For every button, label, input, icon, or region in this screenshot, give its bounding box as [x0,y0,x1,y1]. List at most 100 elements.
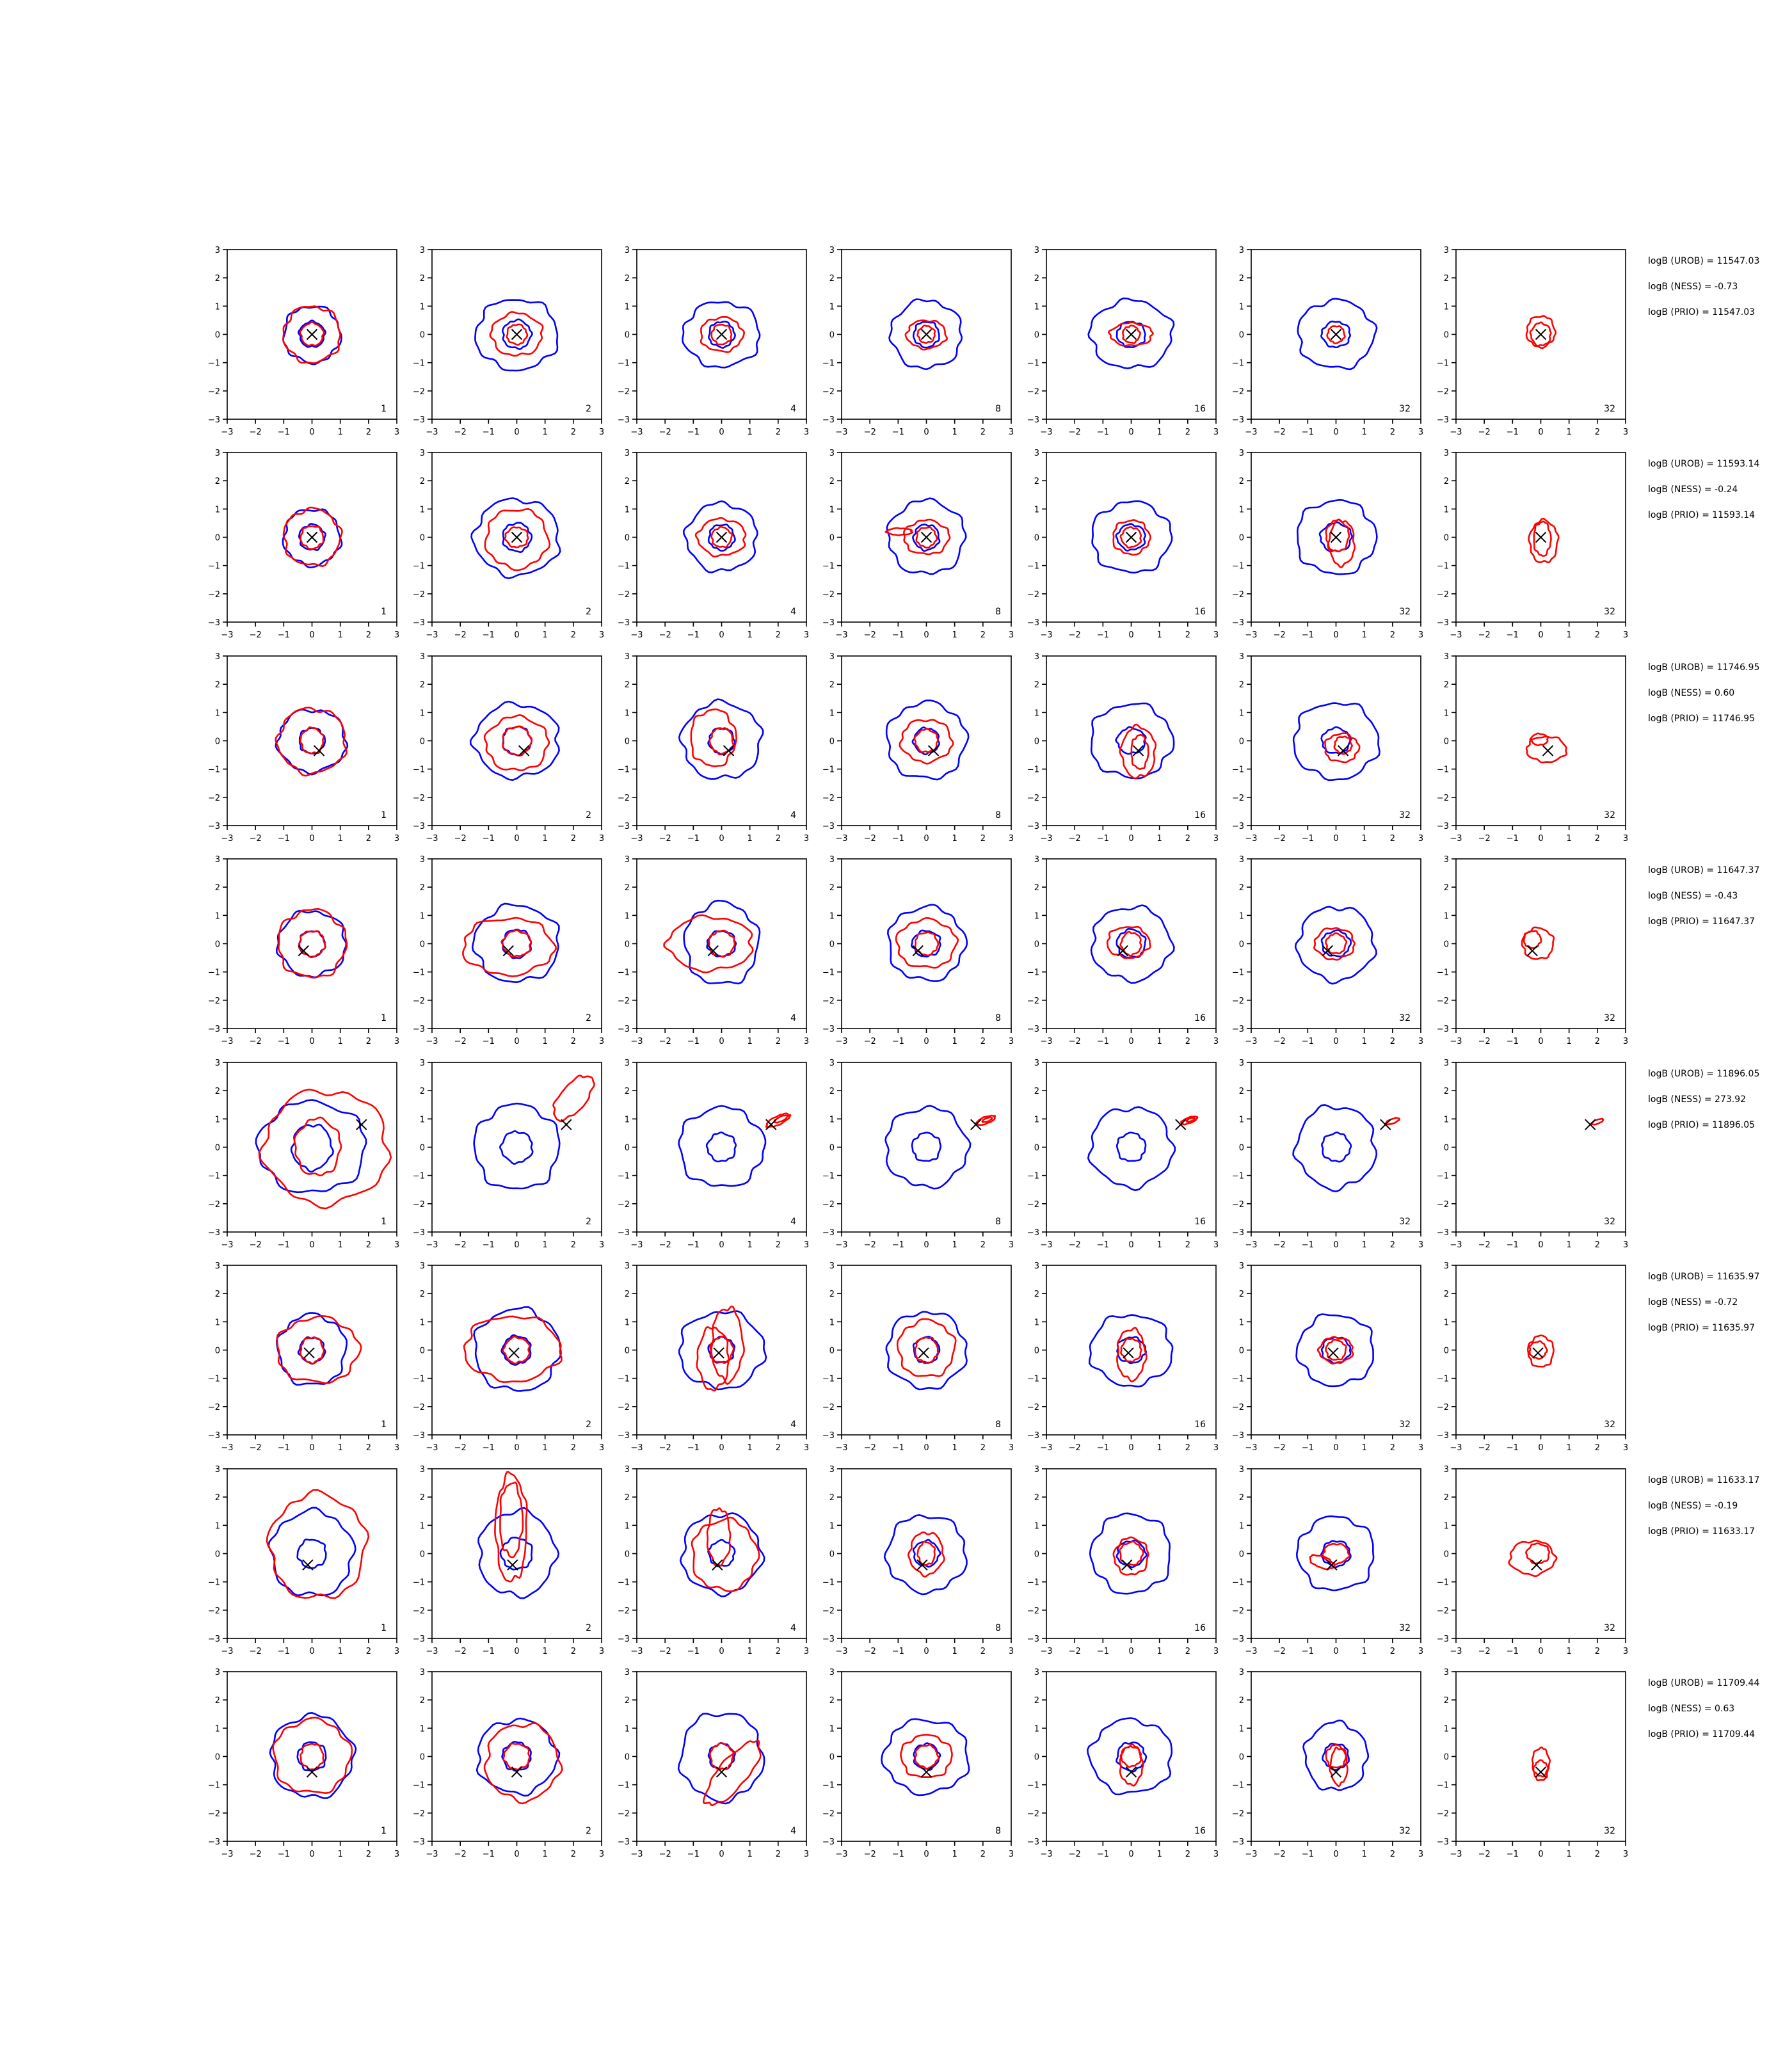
x-tick-label: 1 [1362,1443,1367,1453]
x-tick-label: −1 [1302,1443,1314,1453]
y-tick-label: 1 [1444,1115,1449,1124]
x-tick-label: 1 [1567,1850,1572,1859]
x-tick-label: −2 [864,1443,876,1453]
y-tick-label: 0 [1444,1550,1449,1560]
y-tick-label: −2 [822,590,835,600]
posterior-contour [691,1516,760,1592]
x-tick-label: −2 [250,1647,262,1656]
prior-contour [1088,1314,1174,1388]
y-tick-label: −2 [822,1606,835,1616]
y-tick-label: −3 [1232,415,1244,425]
y-tick-label: 3 [829,1261,835,1271]
y-tick-label: 3 [1239,1465,1244,1475]
posterior-contour [1325,932,1348,955]
posterior-contour [773,1114,789,1124]
subplot-r1-c4: −3−3 −2 −2 −1 −1 0 0 1 1 2 2 3 3 8 [822,246,1014,437]
x-tick-label: 3 [1623,1850,1628,1859]
x-tick-label: 2 [366,1037,371,1046]
y-tick-label: −1 [413,968,425,978]
x-tick-label: −2 [250,428,262,437]
y-tick-label: −2 [822,794,835,803]
x-tick-label: −3 [221,834,233,844]
y-tick-label: −2 [1232,996,1244,1006]
y-tick-label: 3 [829,855,835,865]
logb-stat: logB (NESS) = -0.43 [1648,891,1738,901]
x-tick-label: 3 [394,1443,399,1453]
subplot-r5-c2: −3−3 −2 −2 −1 −1 0 0 1 1 2 2 3 3 2 [413,1059,604,1250]
true-value-marker [1585,1119,1596,1130]
y-tick-label: 2 [625,1087,630,1096]
y-tick-label: 0 [625,534,630,543]
y-tick-label: −2 [208,996,220,1006]
x-tick-label: −3 [630,834,643,844]
x-tick-label: −3 [1450,428,1462,437]
x-tick-label: 0 [1333,834,1338,844]
y-tick-label: 1 [215,1318,220,1327]
prior-contour [499,1537,533,1571]
y-tick-label: −1 [618,1578,630,1588]
x-tick-label: −3 [835,834,847,844]
subplot-r4-c1: −3−3 −2 −2 −1 −1 0 0 1 1 2 2 3 3 1 [208,855,399,1046]
x-tick-label: 0 [1333,428,1338,437]
prior-contour [477,1507,560,1599]
x-tick-label: −3 [1245,630,1257,640]
x-tick-label: 2 [366,1647,371,1656]
prior-contour [1302,1719,1370,1791]
y-tick-label: 1 [625,708,630,718]
logb-stat: logB (PRIO) = 11593.14 [1648,510,1755,520]
x-tick-label: 3 [394,1037,399,1046]
y-tick-label: −2 [1232,590,1244,600]
y-tick-label: 1 [1239,505,1244,515]
axes-frame [431,1468,602,1639]
x-tick-label: 1 [1362,630,1367,640]
y-tick-label: 1 [829,911,835,921]
x-tick-label: 0 [719,1443,724,1453]
y-tick-label: 1 [1444,1724,1449,1734]
y-tick-label: 0 [829,940,835,950]
y-tick-label: −2 [1437,1606,1449,1616]
y-tick-label: −1 [822,562,835,572]
y-tick-label: 2 [1034,1493,1039,1503]
y-tick-label: 3 [625,1668,630,1677]
x-tick-label: −3 [426,834,438,844]
y-tick-label: 3 [1444,1465,1449,1475]
panel-label: 8 [995,1826,1001,1836]
x-tick-label: 3 [1623,428,1628,437]
x-tick-label: 1 [543,1647,548,1656]
logb-stat: logB (PRIO) = 11647.37 [1648,916,1755,927]
x-tick-label: −3 [630,630,643,640]
x-tick-label: 2 [1390,834,1395,844]
y-tick-label: −2 [208,590,220,600]
x-tick-label: −3 [1450,1037,1462,1046]
x-tick-label: 1 [952,630,957,640]
prior-contour [1089,1512,1171,1595]
y-tick-label: 2 [1239,1493,1244,1503]
x-tick-label: 0 [1333,630,1338,640]
x-tick-label: −2 [1069,1647,1081,1656]
panel-label: 4 [790,1217,796,1227]
logb-stat: logB (PRIO) = 11896.05 [1648,1120,1755,1130]
y-tick-label: −1 [1437,359,1449,369]
y-tick-label: −2 [1027,794,1039,803]
prior-contour [913,1742,941,1771]
y-tick-label: −1 [618,359,630,369]
x-tick-label: 0 [924,834,929,844]
y-tick-label: 3 [215,1668,220,1677]
posterior-contour [914,1743,940,1770]
x-tick-label: 3 [1623,1240,1628,1250]
y-tick-label: −2 [1437,1809,1449,1819]
y-tick-label: 1 [215,505,220,515]
x-tick-label: −3 [630,1647,643,1656]
posterior-contour [278,908,348,979]
y-tick-label: −1 [208,1781,220,1791]
x-tick-label: 0 [924,1850,929,1859]
x-tick-label: 3 [1009,428,1014,437]
x-tick-label: −1 [1507,1443,1519,1453]
x-tick-label: −1 [483,1443,495,1453]
x-tick-label: −2 [659,1647,671,1656]
true-value-marker [1380,1119,1391,1130]
panel-label: 8 [995,1623,1001,1633]
y-tick-label: −2 [1232,1606,1244,1616]
x-tick-label: −1 [892,1037,904,1046]
x-tick-label: −1 [1507,1037,1519,1046]
